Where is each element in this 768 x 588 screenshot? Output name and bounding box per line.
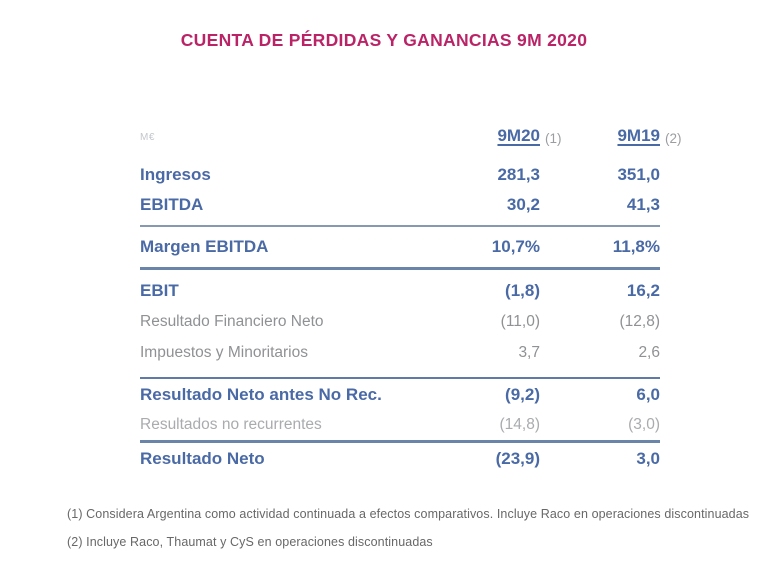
table-divider — [140, 377, 660, 379]
footnote-2: (2) Incluye Raco, Thaumat y CyS en opera… — [67, 535, 433, 549]
table-divider — [140, 440, 660, 443]
unit-label: M€ — [140, 132, 155, 143]
row-label: Resultado Financiero Neto — [140, 312, 324, 330]
table-body: Ingresos 281,3 351,0 EBITDA 30,2 41,3 Margen E… — [140, 160, 660, 475]
row-label: Impuestos y Minoritarios — [140, 343, 308, 361]
value-9m19: 16,2 — [626, 281, 660, 300]
value-9m20: 281,3 — [497, 165, 540, 184]
table-header-row: M€ 9M20 (1) 9M19 (2) — [140, 120, 682, 146]
table-row-norec: Resultados no recurrentes (14,8) (3,0) — [140, 410, 660, 440]
value-9m19: 2,6 — [638, 343, 660, 361]
value-9m20: (1,8) — [505, 281, 540, 300]
table-row-impuestos: Impuestos y Minoritarios 3,7 2,6 — [140, 337, 660, 368]
row-label: Resultado Neto — [140, 449, 265, 468]
footnote-ref: (2) — [665, 131, 682, 146]
row-label: Margen EBITDA — [140, 237, 269, 256]
table-row-margen: Margen EBITDA 10,7% 11,8% — [140, 227, 660, 267]
page-title: CUENTA DE PÉRDIDAS Y GANANCIAS 9M 2020 — [180, 30, 588, 50]
footnote-ref: (1) — [545, 131, 562, 146]
row-label: EBITDA — [140, 195, 204, 214]
column-header-9m20: 9M20 (1) — [420, 126, 561, 146]
column-label: 9M19 — [617, 126, 660, 145]
column-label: 9M20 — [497, 126, 540, 145]
table-row-rfn: Resultado Financiero Neto (11,0) (12,8) — [140, 306, 660, 337]
value-9m20: (11,0) — [500, 312, 540, 330]
value-9m19: 3,0 — [636, 449, 660, 468]
footnote-1: (1) Considera Argentina como actividad c… — [67, 507, 750, 521]
row-label: Resultado Neto antes No Rec. — [140, 384, 382, 404]
income-statement-table: M€ 9M20 (1) 9M19 (2) Ingresos 281,3 351,0 E… — [140, 120, 682, 475]
value-9m19: 41,3 — [626, 195, 660, 214]
value-9m20: 30,2 — [506, 195, 540, 214]
table-row-ingresos: Ingresos 281,3 351,0 — [140, 160, 660, 190]
value-9m20: (23,9) — [495, 449, 540, 468]
value-9m19: (3,0) — [628, 416, 660, 433]
row-label: Ingresos — [140, 165, 211, 184]
value-9m19: (12,8) — [619, 312, 661, 330]
footnotes: (1) Considera Argentina como actividad c… — [67, 507, 750, 563]
table-divider — [140, 225, 660, 227]
value-9m20: 3,7 — [518, 343, 540, 361]
value-9m20: 10,7% — [491, 237, 540, 256]
value-9m19: 6,0 — [636, 384, 660, 404]
table-row-ebit: EBIT (1,8) 16,2 — [140, 276, 660, 306]
table-row-rnantes: Resultado Neto antes No Rec. (9,2) 6,0 — [140, 379, 660, 410]
value-9m19: 11,8% — [612, 237, 660, 256]
table-row-ebitda: EBITDA 30,2 41,3 — [140, 190, 660, 220]
column-header-9m19: 9M19 (2) — [540, 126, 681, 146]
table-row-rneto: Resultado Neto (23,9) 3,0 — [140, 443, 660, 475]
value-9m19: 351,0 — [617, 165, 660, 184]
row-label: EBIT — [140, 281, 179, 300]
row-label: Resultados no recurrentes — [140, 416, 322, 433]
table-divider — [140, 267, 660, 270]
value-9m20: (14,8) — [499, 416, 541, 433]
value-9m20: (9,2) — [505, 384, 540, 404]
